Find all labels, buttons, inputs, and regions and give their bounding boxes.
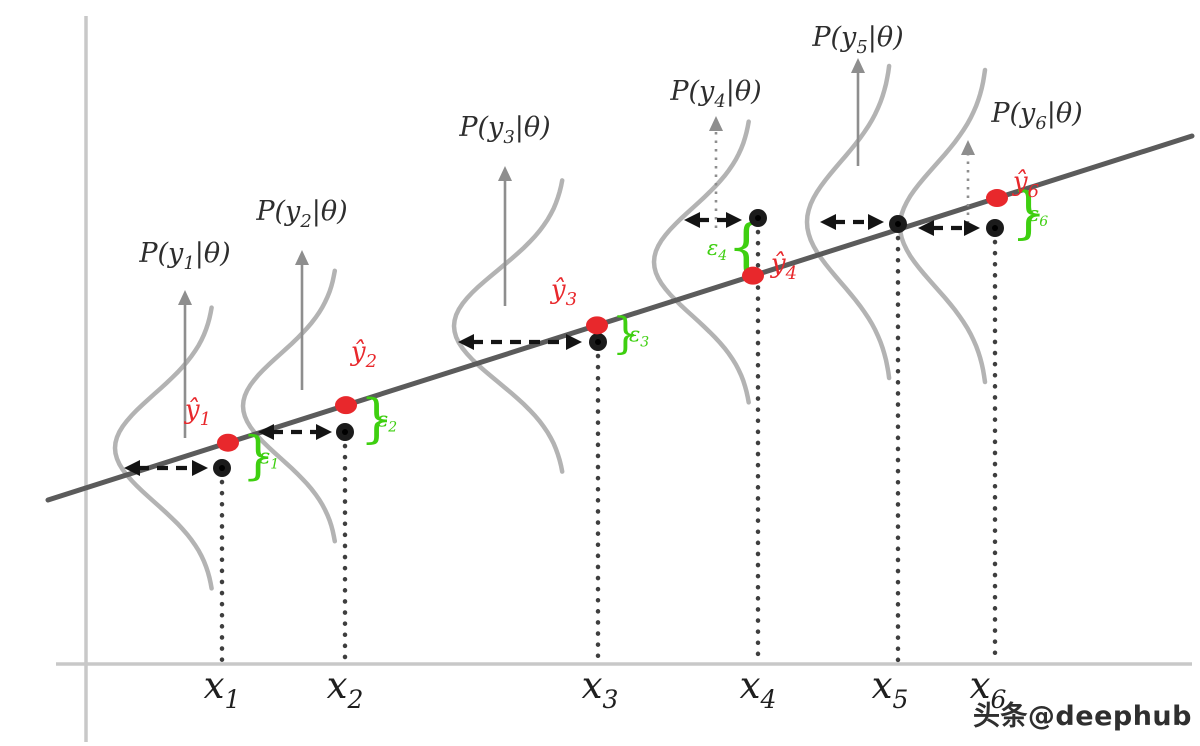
pred-label-1: ŷ1 — [184, 395, 211, 430]
observation-dot-core-6 — [992, 225, 998, 231]
observation-dot-core-2 — [342, 429, 348, 435]
pred-label-3: ŷ3 — [550, 275, 577, 310]
x-label-5: x5 — [872, 664, 909, 714]
observation-dot-core-3 — [595, 339, 601, 345]
distribution-arrowhead-5 — [851, 58, 865, 73]
gaussian-curve-1 — [112, 305, 214, 591]
residual-arrowhead-right-3 — [566, 334, 582, 350]
residual-arrowhead-right-6 — [964, 220, 980, 236]
gaussian-curve-5 — [804, 63, 892, 381]
epsilon-brace-6: } — [1011, 181, 1047, 246]
epsilon-brace-2: } — [360, 389, 394, 450]
observation-dot-core-5 — [895, 221, 901, 227]
prediction-dot-1 — [217, 433, 239, 452]
prediction-dot-3 — [586, 316, 608, 335]
pred-label-2: ŷ2 — [350, 337, 377, 372]
x-label-1: x1 — [204, 664, 241, 714]
residual-arrowhead-left-6 — [918, 220, 934, 236]
epsilon-label-3: ε3 — [629, 323, 649, 351]
prediction-dot-2 — [335, 396, 357, 415]
prediction-dot-4 — [742, 266, 764, 285]
p-label-6: P(y6|θ) — [990, 98, 1082, 134]
watermark: 头条@deephub — [972, 701, 1192, 732]
epsilon-label-2: ε2 — [377, 408, 397, 436]
prediction-dot-6 — [986, 189, 1008, 208]
residual-arrowhead-left-3 — [458, 334, 474, 350]
distribution-arrowhead-4 — [709, 116, 723, 131]
observation-dot-core-1 — [219, 465, 225, 471]
p-label-1: P(y1|θ) — [138, 238, 230, 274]
epsilon-label-6: ε6 — [1028, 202, 1048, 230]
x-label-4: x4 — [740, 664, 777, 714]
distribution-arrowhead-6 — [961, 140, 975, 155]
residual-arrowhead-right-4 — [726, 212, 742, 228]
epsilon-label-1: ε1 — [259, 444, 279, 472]
gaussian-curve-2 — [240, 268, 338, 544]
distribution-arrowhead-3 — [498, 166, 512, 181]
gaussian-curve-3 — [451, 178, 565, 474]
x-label-6: x6 — [970, 664, 1007, 714]
p-label-5: P(y5|θ) — [811, 22, 903, 58]
gaussian-curve-4 — [651, 119, 751, 405]
pred-label-6: ŷ6 — [1012, 167, 1039, 202]
epsilon-label-4: ε4 — [707, 236, 727, 264]
x-label-2: x2 — [327, 664, 364, 714]
distribution-arrowhead-2 — [295, 250, 309, 265]
p-label-4: P(y4|θ) — [669, 76, 761, 112]
p-label-2: P(y2|θ) — [255, 196, 347, 232]
epsilon-brace-1: } — [242, 426, 275, 486]
residual-arrowhead-right-5 — [868, 214, 884, 230]
residual-arrowhead-right-1 — [192, 460, 208, 476]
residual-arrowhead-left-4 — [684, 212, 700, 228]
distribution-arrowhead-1 — [178, 290, 192, 305]
residual-arrowhead-right-2 — [316, 424, 332, 440]
x-label-3: x3 — [582, 664, 619, 714]
residual-arrowhead-left-5 — [820, 214, 836, 230]
residual-arrowhead-left-1 — [124, 460, 140, 476]
observation-dot-core-4 — [755, 215, 761, 221]
residual-arrowhead-left-2 — [258, 424, 274, 440]
pred-label-4: ŷ4 — [770, 249, 797, 284]
p-label-3: P(y3|θ) — [458, 112, 550, 148]
epsilon-brace-3: } — [612, 309, 639, 359]
